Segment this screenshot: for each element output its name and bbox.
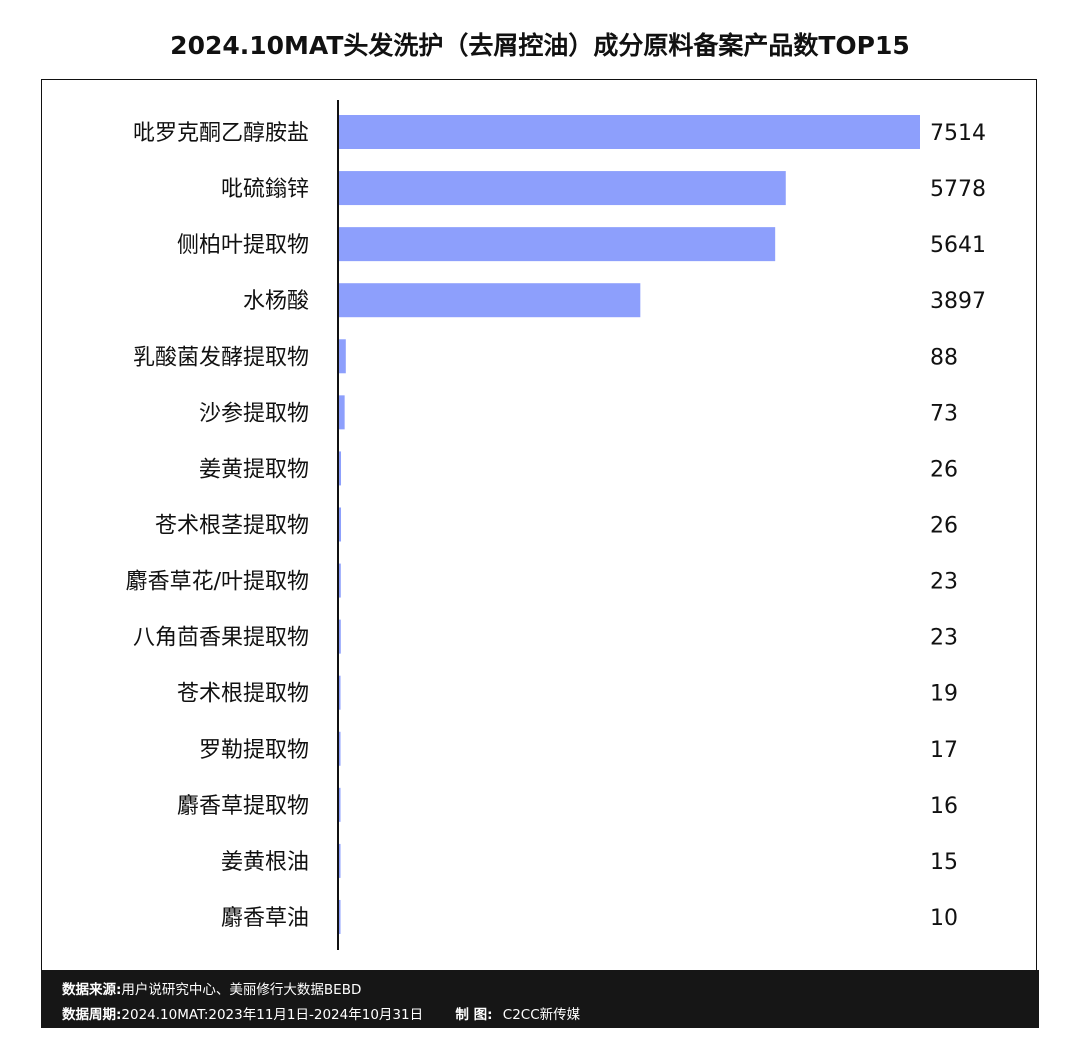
category-label: 乳酸菌发酵提取物 (133, 345, 309, 370)
period-label: 数据周期: (62, 1007, 122, 1023)
category-label: 苍术根提取物 (177, 682, 309, 707)
bar (339, 563, 341, 598)
bar (339, 787, 341, 822)
category-label: 姜黄根油 (221, 850, 309, 875)
bar (339, 283, 641, 318)
bar (339, 171, 786, 206)
value-label: 7514 (930, 121, 986, 146)
period-text: 2024.10MAT:2023年11月1日-2024年10月31日 (121, 1007, 424, 1023)
value-label: 17 (930, 738, 958, 763)
value-label: 73 (930, 401, 958, 426)
value-label: 88 (930, 345, 958, 370)
category-label: 水杨酸 (243, 289, 309, 314)
value-label: 5778 (930, 177, 986, 202)
bar (339, 675, 341, 710)
value-label: 19 (930, 682, 958, 707)
source-line: 数据来源:用户说研究中心、美丽修行大数据BEBD (62, 978, 361, 998)
bar (339, 507, 342, 542)
bar (339, 395, 345, 430)
value-label: 5641 (930, 233, 986, 258)
bar (339, 451, 342, 486)
value-label: 10 (930, 906, 958, 931)
bar (339, 843, 341, 878)
category-label: 麝香草提取物 (177, 794, 309, 819)
category-label: 苍术根茎提取物 (155, 513, 309, 538)
footer: 数据来源:用户说研究中心、美丽修行大数据BEBD 数据周期:2024.10MAT… (41, 970, 1039, 1028)
category-label: 侧柏叶提取物 (177, 233, 309, 258)
bar (339, 227, 776, 262)
maker-text: C2CC新传媒 (502, 1007, 581, 1023)
value-label: 26 (930, 457, 958, 482)
category-label: 姜黄提取物 (199, 457, 309, 482)
chart-title: 2024.10MAT头发洗护（去屑控油）成分原料备案产品数TOP15 (170, 31, 910, 60)
value-label: 15 (930, 850, 958, 875)
bar (339, 899, 341, 934)
category-label: 沙参提取物 (199, 401, 309, 426)
value-label: 16 (930, 794, 958, 819)
bar (339, 115, 920, 149)
value-label: 23 (930, 626, 958, 651)
bar (339, 339, 346, 374)
source-label: 数据来源: (62, 982, 122, 998)
category-label: 吡硫鎓锌 (221, 177, 309, 202)
category-label: 八角茴香果提取物 (133, 626, 309, 651)
bar (339, 619, 341, 654)
category-label: 吡罗克酮乙醇胺盐 (133, 121, 309, 146)
source-text: 用户说研究中心、美丽修行大数据BEBD (121, 982, 362, 998)
category-label: 麝香草油 (221, 906, 309, 931)
category-label: 麝香草花/叶提取物 (126, 570, 309, 595)
value-label: 26 (930, 513, 958, 538)
value-label: 23 (930, 570, 958, 595)
period-line: 数据周期:2024.10MAT:2023年11月1日-2024年10月31日 制… (62, 1003, 580, 1023)
category-label: 罗勒提取物 (199, 738, 309, 763)
maker-label: 制 图: (455, 1007, 493, 1023)
value-label: 3897 (930, 289, 986, 314)
bar (339, 731, 341, 766)
